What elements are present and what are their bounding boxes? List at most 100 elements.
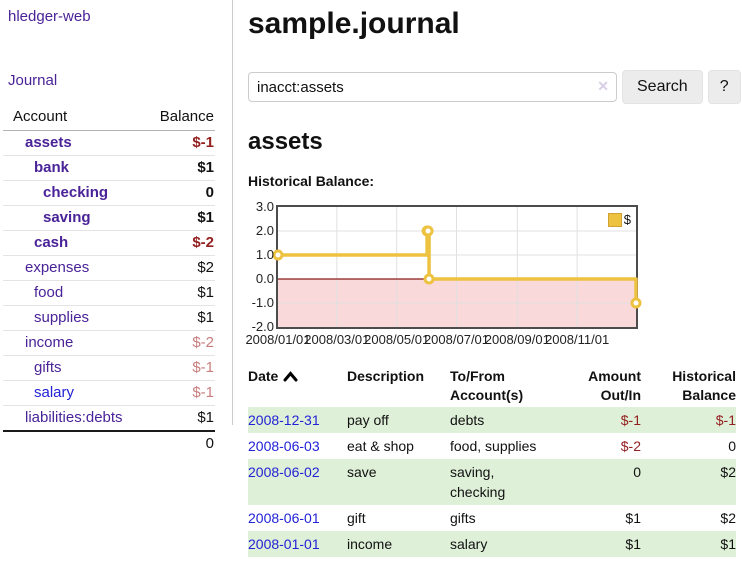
account-heading: assets — [248, 128, 323, 155]
transaction-accounts: saving, checking — [450, 464, 506, 500]
sort-ascending-icon — [283, 371, 298, 382]
data-point-marker — [423, 273, 435, 285]
account-balance-value: $-2 — [192, 234, 214, 251]
date-link[interactable]: 2008-06-01 — [248, 510, 320, 526]
transaction-row: 2008-01-01 income salary $1 $1 — [248, 531, 736, 557]
sidebar-divider — [232, 0, 233, 425]
date-link[interactable]: 2008-01-01 — [248, 536, 320, 552]
transaction-balance: 0 — [728, 438, 736, 454]
sidebar-account-link-expenses[interactable]: expenses — [25, 259, 90, 276]
account-total-value: 0 — [205, 435, 214, 452]
transaction-description: income — [347, 536, 393, 552]
x-axis-label: 2008/05/01 — [364, 332, 430, 347]
account-row: food $1 — [3, 280, 215, 306]
account-row: assets $-1 — [3, 130, 215, 156]
x-axis-label: 2008/11/01 — [545, 332, 610, 347]
description-column-header: Description — [347, 368, 425, 384]
transaction-description: save — [347, 464, 377, 480]
account-balance-value: $-1 — [192, 134, 214, 151]
transaction-date: 2008-06-02 — [248, 459, 347, 505]
x-axis-label: 2008/03/01 — [304, 332, 370, 347]
account-balance-value: $1 — [197, 209, 214, 226]
sidebar-account-link-liabilities-debts[interactable]: liabilities:debts — [25, 409, 123, 426]
transaction-row: 2008-12-31 pay off debts $-1 $-1 — [248, 407, 736, 433]
date-link[interactable]: 2008-12-31 — [248, 412, 320, 428]
search-input-wrap: ✕ — [248, 72, 617, 102]
account-total-row: 0 — [3, 431, 215, 455]
transaction-description: eat & shop — [347, 438, 414, 454]
y-axis-label: 2.0 — [255, 223, 274, 238]
date-column-header[interactable]: Date — [248, 365, 347, 407]
app-brand-link[interactable]: hledger-web — [8, 8, 91, 25]
sidebar-item-journal[interactable]: Journal — [8, 72, 58, 89]
account-balance-value: $-2 — [192, 334, 214, 351]
x-axis-label: 2008/01/01 — [245, 332, 311, 347]
account-balance-value: $-1 — [192, 384, 214, 401]
transaction-amount: 0 — [633, 464, 641, 480]
transaction-accounts: gifts — [450, 510, 476, 526]
account-row: cash $-2 — [3, 230, 215, 256]
main-content: sample.journal ✕ Search ? assets Histori… — [233, 0, 742, 557]
transactions-table: Date Description To/From Account(s) Amou… — [248, 365, 736, 557]
transaction-date: 2008-06-01 — [248, 505, 347, 531]
transaction-accounts: debts — [450, 412, 485, 428]
y-axis-label: 0.0 — [255, 271, 274, 286]
account-row: income $-2 — [3, 330, 215, 356]
sidebar-account-link-saving[interactable]: saving — [43, 209, 91, 226]
search-bar: ✕ Search ? — [248, 70, 742, 104]
sidebar-account-link-cash[interactable]: cash — [34, 234, 69, 251]
legend-swatch — [607, 212, 622, 227]
page-title: sample.journal — [248, 7, 460, 40]
transaction-amount: $-2 — [620, 438, 641, 454]
x-axis-label: 2008/07/01 — [423, 332, 490, 347]
account-row: gifts $-1 — [3, 355, 215, 381]
transaction-date: 2008-12-31 — [248, 407, 347, 433]
date-link[interactable]: 2008-06-02 — [248, 464, 320, 480]
sidebar-account-link-bank[interactable]: bank — [34, 159, 70, 176]
account-row: supplies $1 — [3, 305, 215, 331]
help-button[interactable]: ? — [707, 70, 741, 104]
accounts-column-header: To/From Account(s) — [450, 368, 524, 403]
transaction-description: gift — [347, 510, 366, 526]
account-balance-value: $1 — [197, 309, 214, 326]
account-row: bank $1 — [3, 155, 215, 181]
account-balance-value: $2 — [197, 259, 214, 276]
chart-legend: $ — [607, 212, 631, 227]
transaction-row: 2008-06-01 gift gifts $1 $2 — [248, 505, 736, 531]
transaction-row: 2008-06-02 save saving, checking 0 $2 — [248, 459, 736, 505]
balance-column-header-main: Historical Balance — [672, 368, 736, 403]
clear-search-icon[interactable]: ✕ — [597, 78, 609, 94]
sidebar-account-link-supplies[interactable]: supplies — [34, 309, 90, 326]
sidebar-account-link-food[interactable]: food — [34, 284, 64, 301]
account-row: checking 0 — [3, 180, 215, 206]
account-balance-value: 0 — [205, 184, 214, 201]
sidebar-account-link-assets[interactable]: assets — [25, 134, 72, 151]
transaction-balance: $2 — [720, 464, 736, 480]
transaction-balance: $1 — [720, 536, 736, 552]
transaction-balance: $2 — [720, 510, 736, 526]
x-axis-label: 2008/09/01 — [484, 332, 550, 347]
account-balance-value: $1 — [197, 284, 214, 301]
account-balance-value: $1 — [197, 159, 214, 176]
sidebar-account-link-income[interactable]: income — [25, 334, 74, 351]
data-point-marker — [422, 225, 434, 237]
account-table-header: Account Balance — [3, 105, 215, 131]
account-row: liabilities:debts $1 — [3, 405, 215, 432]
account-row: salary $-1 — [3, 380, 215, 406]
account-balance-table: Account Balance assets $-1 bank $1 checking 0… — [3, 105, 215, 455]
date-link[interactable]: 2008-06-03 — [248, 438, 320, 454]
account-balance-value: $-1 — [192, 359, 214, 376]
chart-section-label: Historical Balance: — [248, 173, 375, 189]
amount-column-header: Amount Out/In — [588, 368, 641, 403]
search-input[interactable] — [248, 72, 617, 102]
transaction-amount: $1 — [625, 510, 641, 526]
sidebar-account-link-checking[interactable]: checking — [43, 184, 109, 201]
sidebar-account-link-gifts[interactable]: gifts — [34, 359, 62, 376]
search-button[interactable]: Search — [622, 70, 703, 104]
sidebar: hledger-web Journal Account Balance asse… — [0, 0, 232, 455]
y-axis-label: -2.0 — [251, 319, 274, 334]
y-axis-label: -1.0 — [251, 295, 274, 310]
transaction-accounts: food, supplies — [450, 438, 537, 454]
transaction-description: pay off — [347, 412, 389, 428]
sidebar-account-link-salary[interactable]: salary — [34, 384, 75, 401]
